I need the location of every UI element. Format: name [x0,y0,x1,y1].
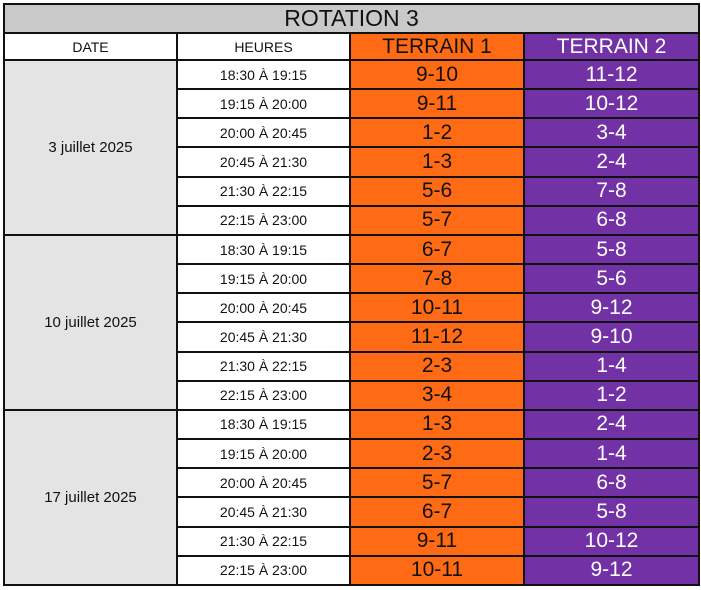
table-row: 21:30 À 22:15 9-11 10-12 [4,525,701,557]
table-row: 3 juillet 2025 18:30 À 19:15 9-10 11-12 [3,58,701,236]
table-row: 20:00 À 20:45 10-11 9-12 [4,292,701,324]
schedule-table: ROTATION 3 DATE HEURES TERRAIN 1 TERRAIN… [2,3,701,587]
time-cell: 18:30 À 19:15 [176,408,351,441]
date-cell: 10 juillet 2025 [3,233,178,411]
terrain-2-match-cell: 9-10 [522,321,701,353]
terrain-2-match-cell: 1-2 [522,379,701,411]
terrain-2-match-cell: 2-4 [522,408,701,441]
terrain-2-match-cell: 9-12 [522,554,701,587]
terrain-1-match-cell: 11-12 [349,321,525,353]
table-row: 20:45 À 21:30 1-3 2-4 [4,146,701,178]
terrain-1-match-cell: 10-11 [349,292,525,324]
time-cell: 22:15 À 23:00 [176,379,351,411]
column-header-hours: HEURES [176,32,351,61]
terrain-2-match-cell: 5-8 [522,233,701,266]
terrain-1-match-cell: 6-7 [349,496,525,528]
table-row: 22:15 À 23:00 5-7 6-8 [4,204,701,236]
table-row: 20:00 À 20:45 1-2 3-4 [4,117,701,149]
time-cell: 19:15 À 20:00 [176,263,351,295]
table-row: 21:30 À 22:15 5-6 7-8 [4,175,701,207]
time-cell: 18:30 À 19:15 [176,58,351,91]
terrain-2-match-cell: 6-8 [522,204,701,236]
terrain-2-match-cell: 10-12 [522,525,701,557]
time-cell: 18:30 À 19:15 [176,233,351,266]
time-cell: 20:45 À 21:30 [176,321,351,353]
terrain-1-match-cell: 2-3 [349,350,525,382]
terrain-2-match-cell: 10-12 [522,88,701,120]
terrain-1-match-cell: 9-11 [349,525,525,557]
table-row: 19:15 À 20:00 2-3 1-4 [4,438,701,470]
table-row: 22:15 À 23:00 10-11 9-12 [4,554,701,587]
table-row: 22:15 À 23:00 3-4 1-2 [4,379,701,411]
date-cell: 17 juillet 2025 [3,408,178,587]
column-header-date: DATE [3,32,178,61]
date-cell: 3 juillet 2025 [3,59,178,236]
table-row: 20:45 À 21:30 6-7 5-8 [4,496,701,528]
terrain-2-match-cell: 5-6 [522,263,701,295]
time-cell: 22:15 À 23:00 [176,554,351,587]
time-cell: 19:15 À 20:00 [176,438,351,470]
terrain-2-match-cell: 7-8 [522,175,701,207]
time-cell: 20:00 À 20:45 [176,467,351,499]
terrain-1-match-cell: 10-11 [349,554,525,587]
time-cell: 20:45 À 21:30 [176,146,351,178]
terrain-2-match-cell: 3-4 [522,117,701,149]
column-header-terrain-2: TERRAIN 2 [522,32,701,61]
terrain-1-match-cell: 1-2 [349,117,525,149]
terrain-1-match-cell: 7-8 [349,263,525,295]
terrain-1-match-cell: 5-6 [349,175,525,207]
time-cell: 19:15 À 20:00 [176,88,351,120]
terrain-2-match-cell: 5-8 [522,496,701,528]
terrain-1-match-cell: 5-7 [349,204,525,236]
terrain-2-match-cell: 1-4 [522,438,701,470]
table-title: ROTATION 3 [2,3,701,34]
table-row: 17 juillet 2025 18:30 À 19:15 1-3 2-4 [3,408,701,587]
terrain-1-match-cell: 6-7 [349,233,525,266]
time-cell: 21:30 À 22:15 [176,350,351,382]
terrain-1-match-cell: 1-3 [349,408,525,441]
terrain-2-match-cell: 2-4 [522,146,701,178]
terrain-2-match-cell: 6-8 [522,467,701,499]
terrain-2-match-cell: 1-4 [522,350,701,382]
terrain-2-match-cell: 11-12 [522,58,701,91]
terrain-1-match-cell: 9-10 [349,58,525,91]
time-cell: 22:15 À 23:00 [176,204,351,236]
table-row: 21:30 À 22:15 2-3 1-4 [4,350,701,382]
time-cell: 20:00 À 20:45 [176,292,351,324]
terrain-1-match-cell: 9-11 [349,88,525,120]
terrain-1-match-cell: 5-7 [349,467,525,499]
table-row: 20:45 À 21:30 11-12 9-10 [4,321,701,353]
table-row: 19:15 À 20:00 9-11 10-12 [4,88,701,120]
table-row: 20:00 À 20:45 5-7 6-8 [4,467,701,499]
table-row: 10 juillet 2025 18:30 À 19:15 6-7 5-8 [3,233,701,411]
schedule-body: 3 juillet 2025 18:30 À 19:15 9-10 11-12 19:1… [3,58,701,587]
time-cell: 21:30 À 22:15 [176,525,351,557]
column-header-terrain-1: TERRAIN 1 [349,32,525,61]
terrain-2-match-cell: 9-12 [522,292,701,324]
terrain-1-match-cell: 1-3 [349,146,525,178]
time-cell: 20:00 À 20:45 [176,117,351,149]
table-row: 19:15 À 20:00 7-8 5-6 [4,263,701,295]
time-cell: 20:45 À 21:30 [176,496,351,528]
terrain-1-match-cell: 2-3 [349,438,525,470]
terrain-1-match-cell: 3-4 [349,379,525,411]
time-cell: 21:30 À 22:15 [176,175,351,207]
